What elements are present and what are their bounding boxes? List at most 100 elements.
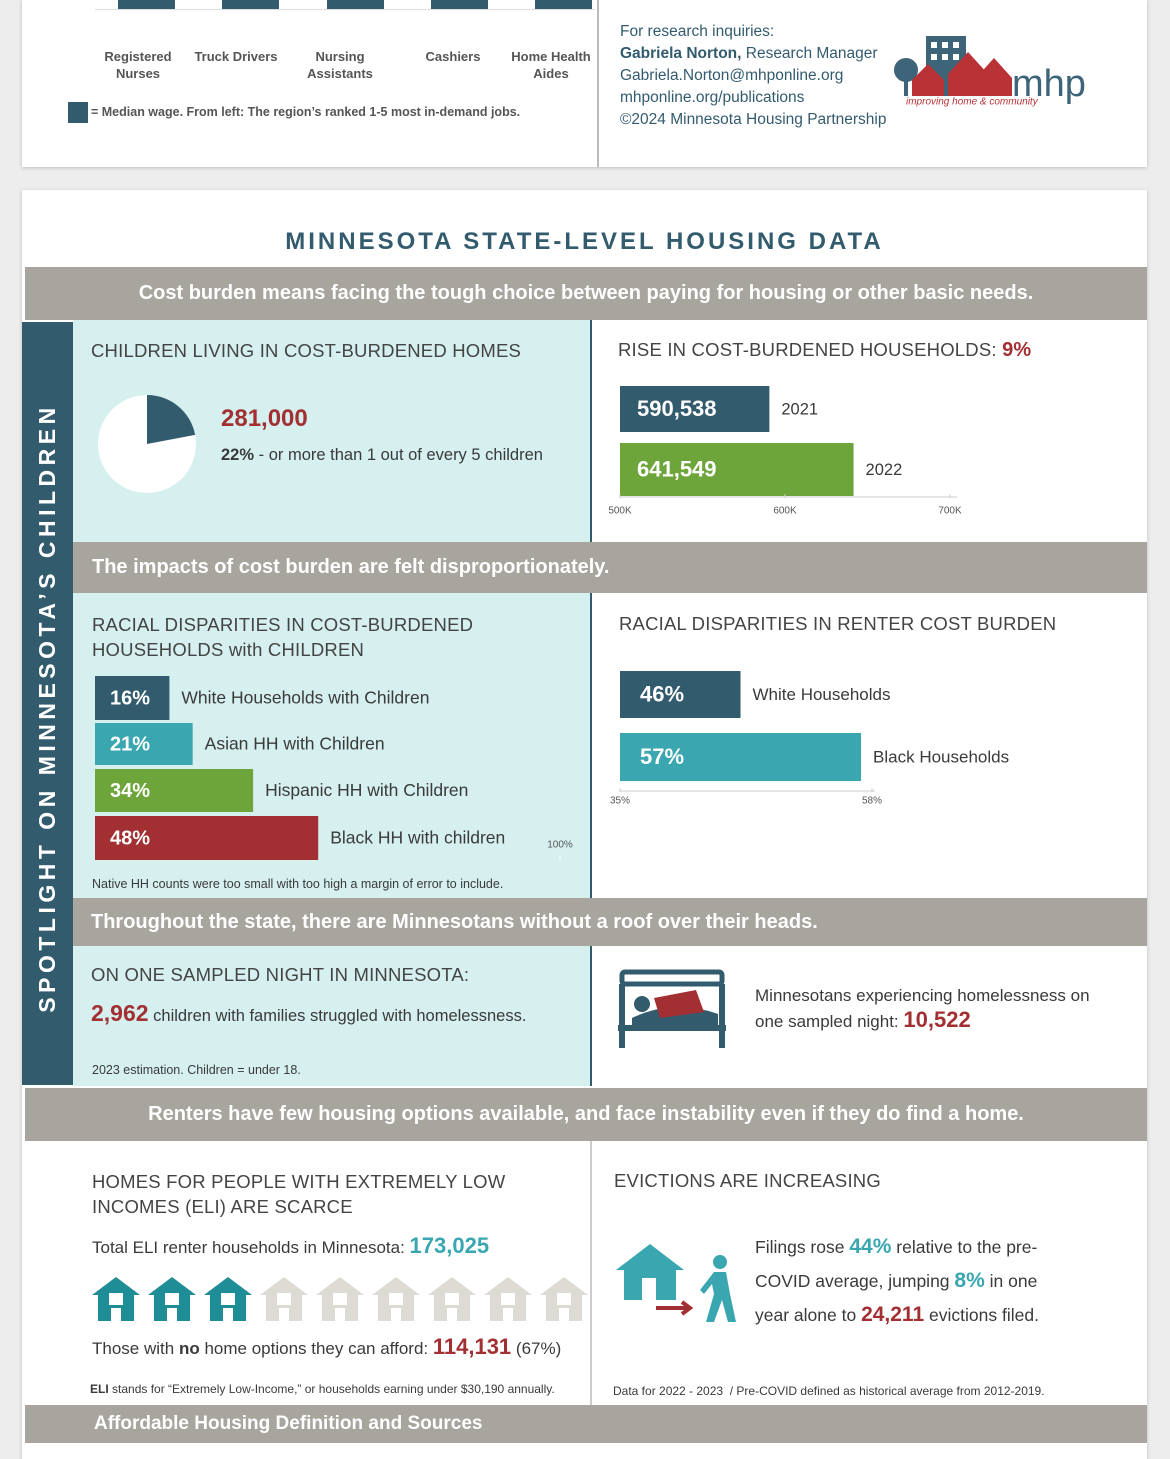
house-door [503,1308,513,1321]
contact-role: Research Manager [745,45,878,62]
wage-bar [118,0,175,9]
text: in one year alone to [755,1271,1038,1325]
copyright: ©2024 Minnesota Housing Partnership [620,111,887,128]
panel [73,946,592,1086]
house-icon [204,1277,252,1321]
heading: RISE IN COST-BURDENED HOUSEHOLDS: 9% [618,339,1031,362]
text: Filings rose [755,1237,845,1257]
banner-text: Cost burden means facing the tough choic… [138,282,1034,304]
house-door [559,1308,569,1321]
house-window [389,1293,403,1305]
logo: mhp improving home & community [894,36,1085,108]
banner: Affordable Housing Definition and Source… [25,1405,1147,1443]
heading: HOMES FOR PEOPLE WITH EXTREMELY LOW INCO… [92,1171,506,1217]
children-count: 281,000 [221,405,308,432]
eli-total-count: 173,025 [409,1233,490,1258]
homeless-total: Minnesotans experiencing homelessness on… [755,984,1095,1034]
banner-text: Renters have few housing options availab… [148,1103,1024,1125]
footnote: Native HH counts were too small with too… [92,877,504,891]
banner: Throughout the state, there are Minnesot… [73,898,1147,946]
text: home options they can afford: [204,1339,429,1358]
house-door [279,1308,289,1321]
heading: ON ONE SAMPLED NIGHT IN MINNESOTA: [91,964,470,985]
text: relative to the pre-COVID average, jumpi… [755,1237,1038,1291]
abbr: ELI [90,1382,109,1396]
banner: Cost burden means facing the tough choic… [25,267,1147,320]
children-share: 22% - or more than 1 out of every 5 chil… [221,446,543,465]
no-options-share: (67%) [515,1339,562,1358]
stat: 8% [954,1269,985,1292]
children-homeless-count: 2,962 [91,1000,149,1026]
job-label: Truck Drivers [194,49,278,64]
house-window [277,1293,291,1305]
banner-text: The impacts of cost burden are felt disp… [92,556,610,578]
footnote: 2023 estimation. Children = under 18. [92,1063,301,1077]
heading-text: RISE IN COST-BURDENED HOUSEHOLDS: [618,339,997,360]
wage-bar [431,0,488,9]
heading: CHILDREN LIVING IN COST-BURDENED HOMES [91,340,522,361]
divider [597,0,599,167]
no-options: Those with no home options they can affo… [92,1334,561,1360]
house-door [391,1308,401,1321]
homeless-children: 2,962 children with families struggled w… [91,1000,526,1027]
no-options-count: 114,131 [432,1334,512,1359]
wage-bar [222,0,279,9]
footnote: Data for 2022 - 2023 / Pre-COVID defined… [613,1384,1045,1398]
share-note: - or more than 1 out of every 5 children [258,446,543,464]
contact-email: Gabriela.Norton@mhponline.org [620,67,844,84]
sidebar [22,322,73,1085]
contact-name: Gabriela Norton, [620,45,742,62]
wage-bar [535,0,592,9]
house-icons [92,1277,588,1321]
contact-intro: For research inquiries: [620,23,775,40]
rise-change: 9% [1002,339,1032,361]
legend-text: = Median wage. From left: The region’s r… [91,105,521,119]
divider [590,1141,592,1405]
house-window [165,1293,179,1305]
banner-text: Throughout the state, there are Minnesot… [91,910,818,933]
logo-tagline: improving home & community [906,97,1039,108]
bed-icon [618,969,726,1048]
text: Those with [92,1339,175,1358]
footnote: ELI stands for “Extremely Low-Income,” o… [90,1382,555,1396]
job-label: Home Health Aides [511,49,591,81]
house-window [557,1293,571,1305]
house-window [221,1293,235,1305]
wage-bar [327,0,384,9]
heading: RACIAL DISPARITIES IN RENTER COST BURDEN [619,613,1057,634]
text: Minnesotans experiencing homelessness on… [755,986,1090,1031]
contact: For research inquiries: Gabriela Norton,… [620,21,886,131]
house-icon [148,1277,196,1321]
house-icon [484,1277,532,1321]
job-label: Nursing Assistants [307,49,373,81]
logo-name: mhp [1012,63,1085,105]
house-icon [540,1277,588,1321]
homeless-total-count: 10,522 [903,1007,971,1032]
eviction-icon [616,1244,736,1322]
stat: 44% [849,1235,892,1258]
banner-text: Affordable Housing Definition and Source… [94,1413,483,1434]
house-door [335,1308,345,1321]
house-door [111,1308,121,1321]
eli-total: Total ELI renter households in Minnesota… [92,1233,489,1259]
text: evictions filed. [929,1305,1039,1325]
banner: The impacts of cost burden are felt disp… [73,542,1147,593]
heading: EVICTIONS ARE INCREASING [614,1170,881,1191]
house-icon [260,1277,308,1321]
house-door [167,1308,177,1321]
house-door [223,1308,233,1321]
house-window [501,1293,515,1305]
house-window [109,1293,123,1305]
house-icon [92,1277,140,1321]
contact-website: mhponline.org/publications [620,89,805,106]
legend-swatch [68,102,88,123]
evictions-text: Filings rose 44% relative to the pre-COV… [755,1230,1075,1332]
house-icon [316,1277,364,1321]
job-label: Registered Nurses [104,49,172,81]
heading: RACIAL DISPARITIES IN COST-BURDENED HOUS… [92,614,474,660]
house-window [333,1293,347,1305]
stat: 24,211 [861,1303,925,1326]
emphasis: no [178,1339,200,1358]
house-door [447,1308,457,1321]
